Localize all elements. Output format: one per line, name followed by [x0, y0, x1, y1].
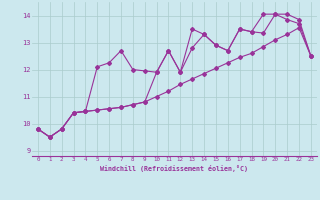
- X-axis label: Windchill (Refroidissement éolien,°C): Windchill (Refroidissement éolien,°C): [100, 165, 248, 172]
